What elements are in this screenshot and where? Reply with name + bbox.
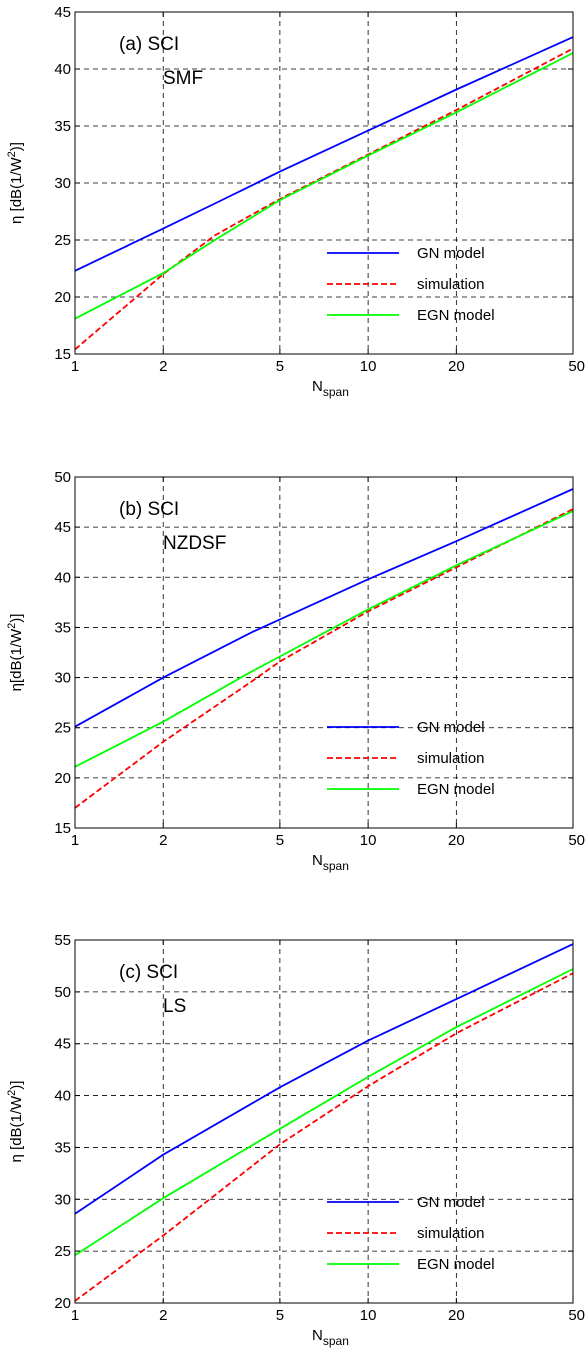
x-tick-label: 50 [568, 1307, 585, 1324]
x-tick-label: 1 [71, 1307, 79, 1324]
x-tick-label: 2 [159, 832, 167, 849]
y-tick-label: 50 [54, 469, 71, 486]
x-axis-label: Nspan [312, 1327, 349, 1348]
y-tick-label: 40 [54, 569, 71, 586]
legend-label: simulation [417, 750, 485, 767]
x-tick-label: 1 [71, 832, 79, 849]
y-tick-label: 30 [54, 175, 71, 192]
x-tick-label: 20 [448, 358, 465, 375]
y-tick-label: 25 [54, 1243, 71, 1260]
y-tick-label: 45 [54, 1036, 71, 1053]
x-tick-label: 10 [360, 358, 377, 375]
series-line-gn-model [74, 488, 574, 728]
y-axis-label: η[dB(1/W2)] [6, 614, 25, 692]
y-axis-label: η [dB(1/W2)] [6, 1081, 25, 1163]
y-tick-label: 25 [54, 232, 71, 249]
legend-label: GN model [417, 1194, 485, 1211]
x-tick-label: 10 [360, 1307, 377, 1324]
legend-label: simulation [417, 276, 485, 293]
y-tick-label: 40 [54, 1088, 71, 1105]
y-tick-label: 35 [54, 118, 71, 135]
x-tick-label: 5 [276, 832, 284, 849]
y-tick-label: 20 [54, 1295, 71, 1312]
x-axis-label: Nspan [312, 378, 349, 399]
y-tick-label: 30 [54, 1191, 71, 1208]
axes-box [74, 939, 574, 1304]
axes-box [74, 476, 574, 829]
y-tick-label: 45 [54, 4, 71, 21]
x-tick-label: 20 [448, 1307, 465, 1324]
y-tick-label: 15 [54, 820, 71, 837]
y-tick-label: 35 [54, 619, 71, 636]
chart-annotation-title: (b) SCI [119, 499, 179, 520]
x-tick-label: 50 [568, 832, 585, 849]
y-tick-label: 30 [54, 670, 71, 687]
chart-annotation-fiber: SMF [163, 68, 203, 89]
series-line-egn-model [74, 52, 574, 320]
series-line-egn-model [74, 968, 574, 1257]
x-tick-label: 50 [568, 358, 585, 375]
chart-panel-1: 1 2 5 10 20 501520253035404550Nspanη[dB(1/W2)… [6, 469, 585, 873]
x-tick-label: 1 [71, 358, 79, 375]
y-tick-label: 35 [54, 1139, 71, 1156]
chart-annotation-fiber: LS [163, 996, 186, 1017]
series-line-gn-model [74, 943, 574, 1215]
x-tick-label: 2 [159, 358, 167, 375]
chart-annotation-fiber: NZDSF [163, 533, 226, 554]
legend-label: GN model [417, 719, 485, 736]
y-tick-label: 15 [54, 346, 71, 363]
series-line-simulation [74, 972, 574, 1302]
plot-area [75, 940, 573, 1303]
y-tick-label: 40 [54, 61, 71, 78]
y-tick-label: 50 [54, 984, 71, 1001]
chart-annotation-title: (a) SCI [119, 34, 179, 55]
x-tick-label: 5 [276, 358, 284, 375]
x-tick-label: 2 [159, 1307, 167, 1324]
series-line-egn-model [74, 510, 574, 768]
legend-label: simulation [417, 1225, 485, 1242]
legend-label: GN model [417, 245, 485, 262]
legend-label: EGN model [417, 781, 495, 798]
y-tick-label: 25 [54, 720, 71, 737]
x-tick-label: 5 [276, 1307, 284, 1324]
y-tick-label: 55 [54, 932, 71, 949]
series-line-simulation [74, 508, 574, 809]
chart-annotation-title: (c) SCI [119, 962, 178, 983]
legend-label: EGN model [417, 307, 495, 324]
x-tick-label: 20 [448, 832, 465, 849]
x-tick-label: 10 [360, 832, 377, 849]
series-line-simulation [74, 47, 574, 351]
plot-area [75, 477, 573, 828]
y-axis-label: η [dB(1/W2)] [6, 142, 25, 224]
series-line-gn-model [74, 36, 574, 272]
legend-label: EGN model [417, 1256, 495, 1273]
y-tick-label: 20 [54, 770, 71, 787]
y-tick-label: 45 [54, 519, 71, 536]
y-tick-label: 20 [54, 289, 71, 306]
x-axis-label: Nspan [312, 852, 349, 873]
